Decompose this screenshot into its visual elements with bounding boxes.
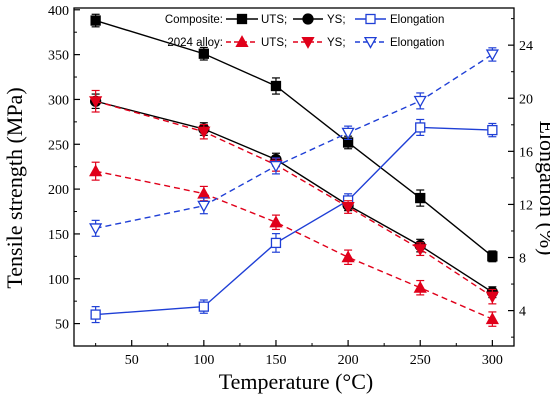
data-point <box>89 223 103 236</box>
legend-marker <box>301 36 315 49</box>
series-0 <box>90 13 498 263</box>
y2-tick-label: 20 <box>519 92 533 107</box>
data-point <box>89 164 103 177</box>
legend-entry-label: Elongation <box>390 37 444 49</box>
plot-frame <box>73 7 515 347</box>
y2-tick-label: 8 <box>519 252 526 267</box>
data-point <box>487 251 498 262</box>
x-tick-label: 150 <box>265 353 286 368</box>
y-tick-label: 150 <box>48 228 69 243</box>
data-point <box>197 200 211 213</box>
data-point <box>487 124 498 136</box>
data-point <box>341 250 355 263</box>
plot-data-layer <box>89 13 499 327</box>
data-point <box>197 186 211 199</box>
data-point <box>485 49 499 62</box>
y-tick-label: 50 <box>55 318 69 333</box>
legend-entry-label: UTS; <box>261 37 287 49</box>
legend-marker <box>302 13 314 25</box>
legend-marker <box>365 13 376 25</box>
data-point <box>197 126 211 139</box>
series-4 <box>89 89 499 305</box>
legend-row-1: Composite: UTS; YS; Elongation <box>165 13 444 26</box>
legend-marker <box>236 13 248 25</box>
data-point <box>270 80 282 92</box>
y2-tick-label: 16 <box>519 145 533 160</box>
data-point <box>198 48 209 59</box>
series-line <box>95 126 493 316</box>
series-1 <box>89 93 499 299</box>
data-point <box>341 201 355 214</box>
legend-marker <box>235 35 249 48</box>
data-point <box>415 192 426 204</box>
legend-entry-label: YS; <box>327 37 346 49</box>
data-point <box>341 127 355 140</box>
series-3 <box>89 161 499 327</box>
legend: Composite: UTS; YS; Elongation 2024 alloy: UT… <box>165 13 444 49</box>
data-point <box>413 280 427 293</box>
series-5 <box>89 47 499 237</box>
data-point <box>89 96 103 109</box>
legend-group-label: 2024 alloy: <box>167 37 223 49</box>
y2-tick-label: 12 <box>519 198 533 213</box>
legend-row-2: 2024 alloy: UTS; YS; Elongation <box>167 35 444 49</box>
data-point <box>90 15 101 26</box>
x-axis-title: Temperature (°C) <box>219 369 373 394</box>
y2-tick-label: 24 <box>519 39 533 54</box>
legend-entry-label: UTS; <box>261 14 287 26</box>
y-tick-label: 300 <box>48 93 69 108</box>
data-point <box>270 237 282 249</box>
x-tick-label: 200 <box>338 353 359 368</box>
y-tick-label: 200 <box>48 183 69 198</box>
series-2 <box>90 118 498 324</box>
data-point <box>413 244 427 257</box>
series-line <box>95 53 493 230</box>
data-point <box>269 215 283 228</box>
data-point <box>485 312 499 325</box>
data-point <box>90 309 101 320</box>
y-tick-label: 250 <box>48 138 69 153</box>
series-line <box>95 19 493 257</box>
y2-tick-label: 4 <box>519 305 526 320</box>
y-axis-title: Tensile strength (MPa) <box>2 87 27 288</box>
y-tick-label: 100 <box>48 273 69 288</box>
x-tick-label: 250 <box>410 353 431 368</box>
y-tick-label: 400 <box>48 4 69 19</box>
axis-titles: Temperature (°C) Tensile strength (MPa) … <box>2 87 550 394</box>
data-point <box>269 160 283 173</box>
series-line <box>95 100 493 298</box>
x-tick-label: 50 <box>125 353 139 368</box>
series-line <box>95 100 493 293</box>
x-tick-label: 300 <box>482 353 503 368</box>
data-point <box>485 291 499 304</box>
legend-entry-label: Elongation <box>390 14 444 26</box>
legend-marker <box>363 36 378 49</box>
series-line <box>95 170 493 320</box>
axes-layer: 50 100 150 200 250 300 50 100 150 200 250 300 350 400… <box>48 4 533 368</box>
y2-axis-title: Elongation (%) <box>535 120 550 255</box>
y-tick-label: 350 <box>48 49 69 64</box>
data-point <box>415 122 426 133</box>
legend-entry-label: YS; <box>327 14 346 26</box>
legend-group-label: Composite: <box>165 14 223 26</box>
data-point <box>413 95 427 108</box>
data-point <box>198 301 209 312</box>
x-tick-label: 100 <box>193 353 214 368</box>
